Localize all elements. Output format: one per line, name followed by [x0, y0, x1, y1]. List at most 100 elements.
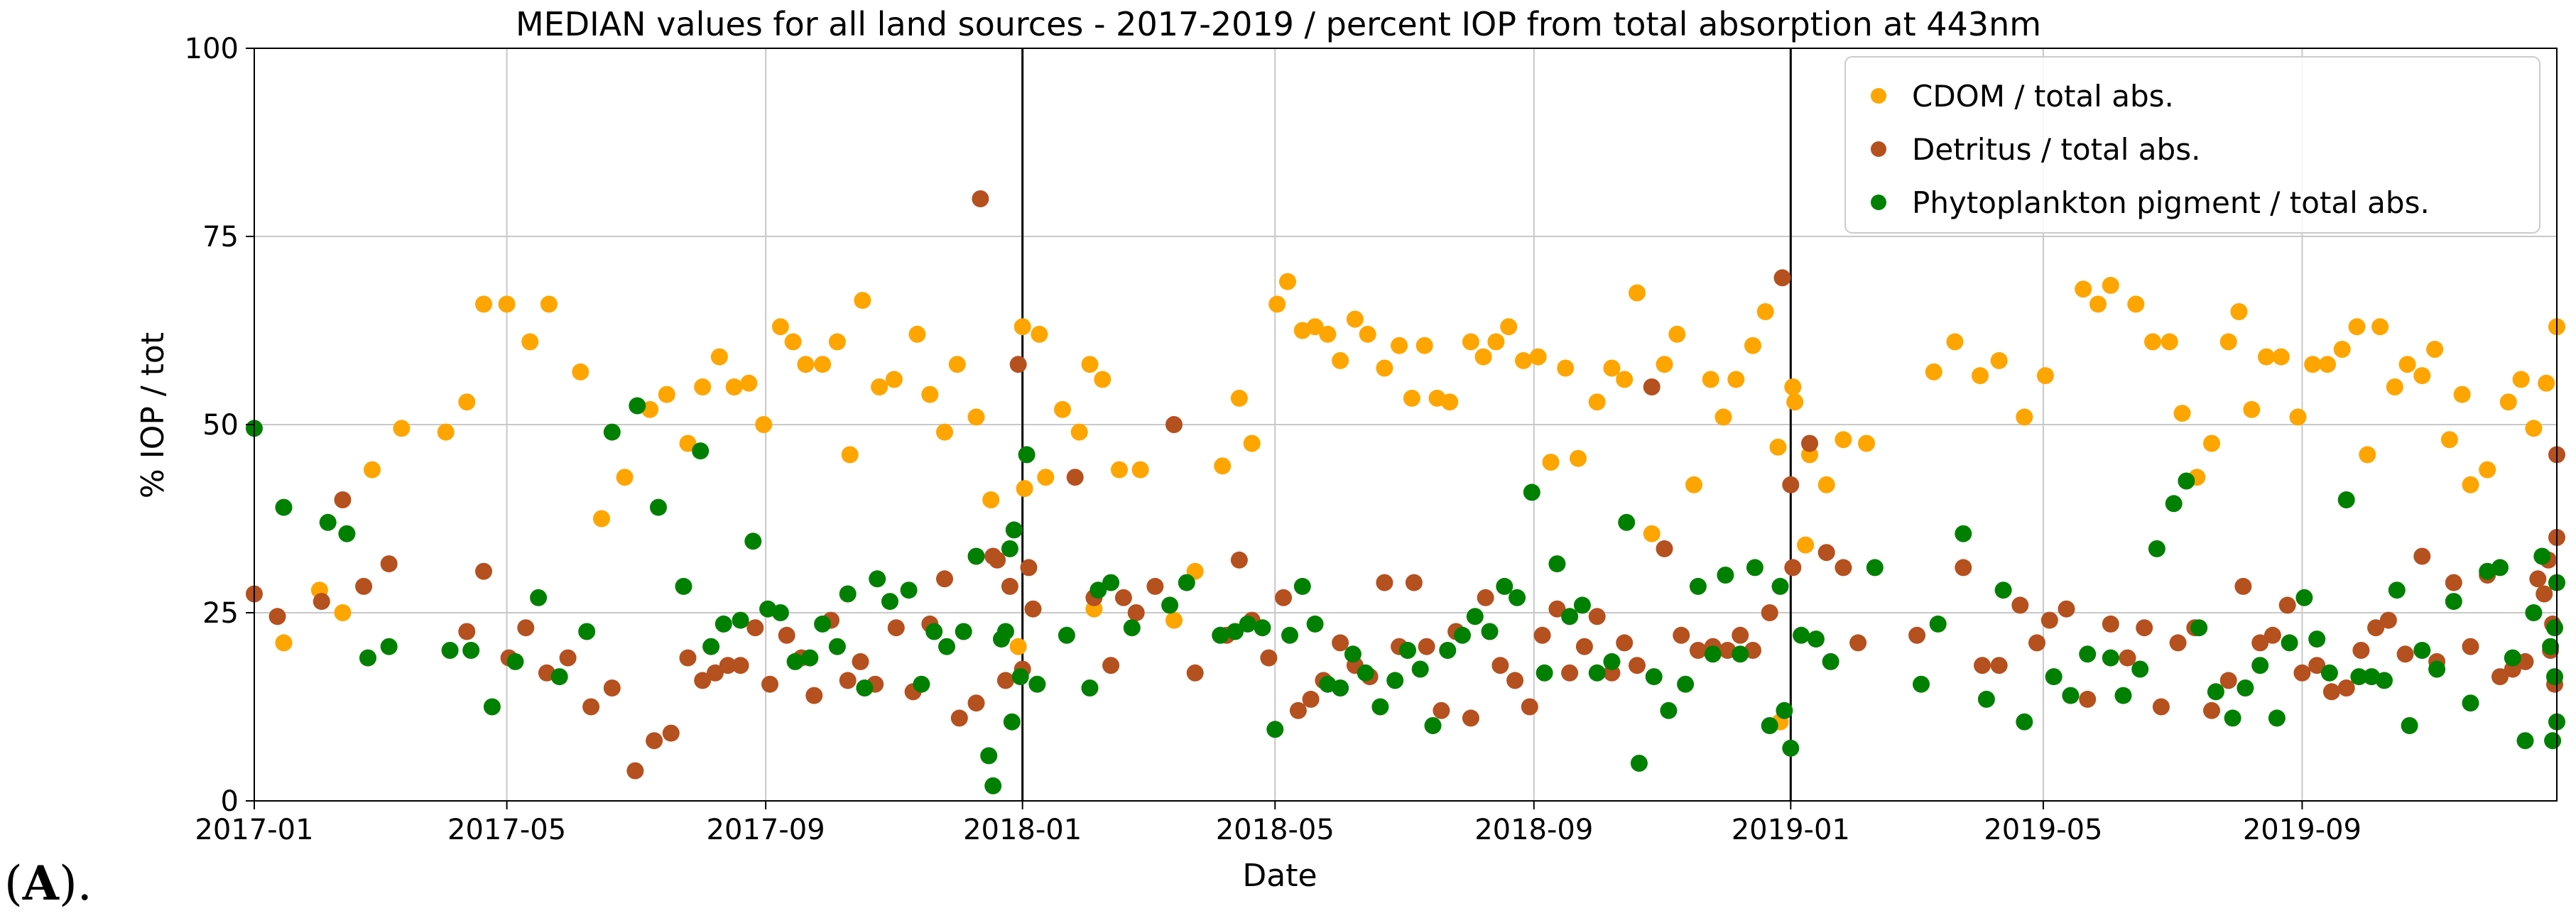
data-point-detritus [1230, 551, 1248, 569]
data-point-phyto [2388, 581, 2406, 599]
data-point-detritus [1024, 600, 1042, 618]
data-point-detritus [268, 608, 286, 626]
data-point-detritus [1849, 634, 1867, 652]
data-point-phyto [984, 777, 1002, 794]
data-point-detritus [1302, 690, 1320, 708]
data-point-detritus [2119, 649, 2136, 667]
data-point-phyto [2546, 668, 2563, 686]
data-point-cdom [1817, 476, 1835, 493]
data-point-cdom [1557, 359, 1575, 377]
data-point-cdom [1346, 310, 1364, 328]
data-point-phyto [1281, 626, 1298, 644]
data-point-phyto [1548, 555, 1566, 573]
data-point-detritus [950, 709, 968, 727]
data-point-detritus [2337, 679, 2355, 697]
data-point-cdom [1016, 480, 1033, 498]
data-point-detritus [1533, 626, 1551, 644]
x-axis-label: Date [1242, 858, 1317, 894]
data-point-cdom [1500, 318, 1518, 336]
x-tick-label: 2018-01 [963, 814, 1082, 846]
legend-box [1844, 56, 2540, 234]
data-point-cdom [1835, 431, 1852, 449]
y-tick-label: 25 [202, 597, 239, 630]
data-point-cdom [679, 435, 697, 452]
data-point-phyto [1509, 589, 1526, 606]
legend-label-detritus: Detritus / total abs. [1912, 132, 2200, 167]
data-point-phyto [578, 623, 596, 640]
legend: CDOM / total abs. Detritus / total abs. … [1844, 56, 2540, 234]
data-point-cdom [2272, 348, 2290, 366]
data-point-phyto [1955, 525, 1972, 542]
data-point-detritus [1066, 469, 1084, 486]
data-point-detritus [1801, 435, 1818, 452]
data-point-phyto [1003, 713, 1021, 731]
data-point-cdom [2499, 393, 2517, 411]
data-point-cdom [1376, 359, 1393, 377]
data-point-phyto [359, 649, 376, 667]
data-point-detritus [839, 672, 857, 689]
data-point-detritus [1275, 589, 1293, 606]
data-point-detritus [694, 672, 712, 689]
data-point-detritus [313, 593, 330, 611]
data-point-detritus [2529, 570, 2547, 588]
data-point-phyto [2516, 732, 2534, 750]
data-point-phyto [1227, 623, 1244, 640]
data-point-cdom [1487, 333, 1505, 351]
x-tick-label: 2017-09 [707, 814, 825, 846]
data-point-phyto [2165, 495, 2183, 513]
data-point-cdom [2036, 367, 2054, 385]
data-point-detritus [2251, 634, 2269, 652]
data-point-detritus [662, 724, 680, 742]
data-point-phyto [2224, 709, 2241, 727]
data-point-cdom [2102, 276, 2119, 294]
chart-title: MEDIAN values for all land sources - 201… [516, 5, 2041, 43]
data-point-phyto [967, 547, 985, 565]
data-point-cdom [498, 295, 516, 313]
data-point-phyto [1254, 619, 1271, 637]
data-point-detritus [1955, 559, 1972, 577]
data-point-detritus [2040, 611, 2058, 629]
data-point-cdom [1474, 348, 1492, 366]
data-point-cdom [1054, 400, 1071, 418]
data-point-detritus [2169, 634, 2187, 652]
data-point-phyto [786, 652, 804, 670]
data-point-cdom [2319, 356, 2336, 373]
data-point-phyto [2045, 668, 2063, 686]
data-point-cdom [2440, 431, 2458, 449]
data-point-phyto [2062, 687, 2080, 704]
data-point-phyto [1561, 608, 1579, 626]
data-point-cdom [1702, 371, 1719, 388]
data-point-cdom [1529, 348, 1547, 366]
data-point-cdom [1656, 356, 1673, 373]
data-point-detritus [2379, 611, 2397, 629]
data-point-phyto [1266, 721, 1284, 738]
data-point-cdom [2127, 295, 2145, 313]
x-tick-label: 2018-05 [1216, 814, 1335, 846]
data-point-detritus [2219, 672, 2237, 689]
data-point-cdom [364, 461, 381, 479]
data-point-phyto [2114, 687, 2132, 704]
data-point-phyto [2542, 638, 2560, 655]
data-point-cdom [1415, 337, 1433, 354]
data-point-cdom [1972, 367, 1989, 385]
data-point-detritus [778, 626, 795, 644]
data-point-phyto [1439, 642, 1457, 659]
data-point-detritus [1908, 626, 1926, 644]
data-point-phyto [1807, 630, 1825, 648]
data-point-cdom [828, 333, 846, 351]
data-point-cdom [1756, 303, 1774, 320]
data-point-detritus [2203, 701, 2220, 719]
data-point-cdom [814, 356, 832, 373]
data-point-cdom [2016, 408, 2033, 426]
data-point-cdom [475, 295, 492, 313]
data-point-detritus [1835, 559, 1852, 577]
data-point-cdom [854, 292, 871, 310]
data-point-cdom [710, 348, 728, 366]
data-point-detritus [996, 672, 1014, 689]
data-point-phyto [1660, 701, 1678, 719]
data-point-detritus [1332, 634, 1349, 652]
data-point-cdom [1786, 393, 1804, 411]
data-point-detritus [1656, 540, 1673, 557]
legend-marker-detritus [1871, 141, 1886, 157]
data-point-cdom [2304, 356, 2322, 373]
